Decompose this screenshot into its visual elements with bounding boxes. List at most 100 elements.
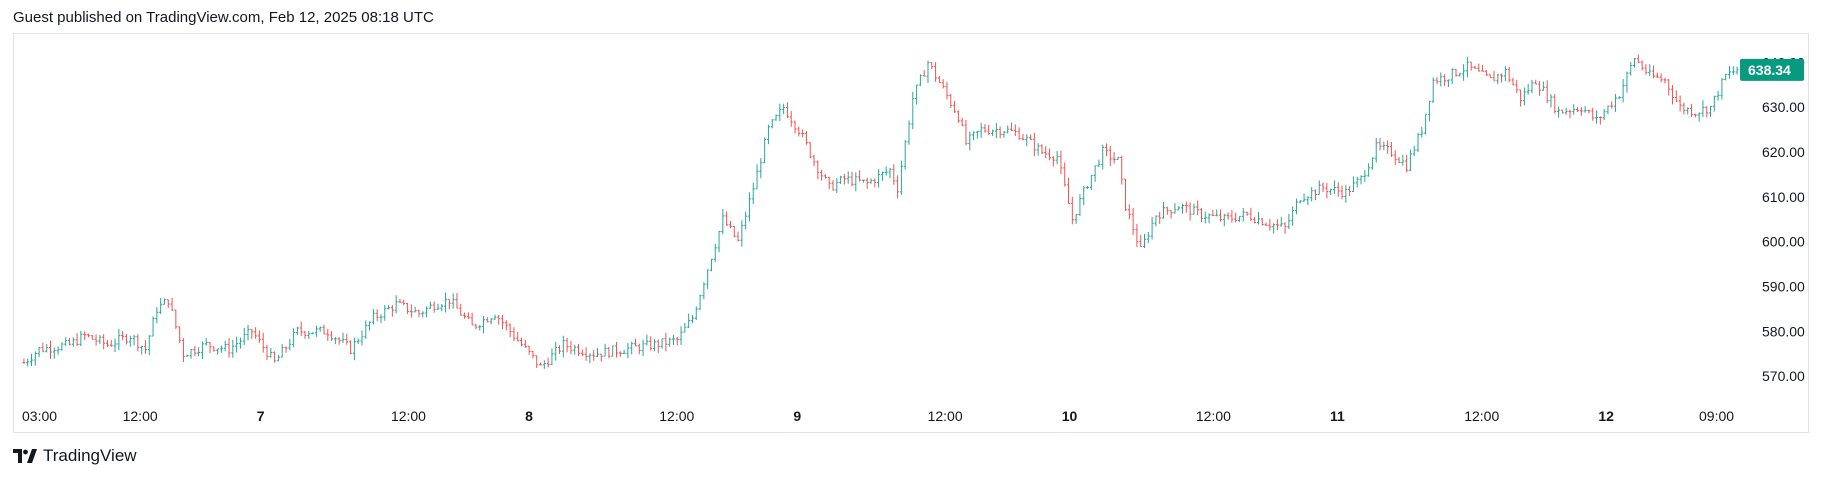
ohlc-bar <box>276 354 280 362</box>
ohlc-bar <box>1177 206 1181 211</box>
ohlc-bar <box>45 343 49 353</box>
ohlc-bar <box>736 231 740 242</box>
ohlc-bar <box>1686 107 1690 115</box>
ohlc-bar <box>1610 101 1614 109</box>
ohlc-bar <box>1488 74 1492 79</box>
ohlc-bar <box>1462 64 1466 81</box>
ohlc-bar <box>1097 159 1101 168</box>
ohlc-bar <box>1048 148 1052 161</box>
ohlc-bar <box>349 340 353 355</box>
ohlc-bar <box>193 346 197 357</box>
ohlc-bar <box>561 335 565 358</box>
ohlc-bar <box>1078 194 1082 216</box>
ohlc-bar <box>1158 211 1162 224</box>
ohlc-bar <box>994 123 998 139</box>
ohlc-bar <box>1336 182 1340 197</box>
ohlc-bar <box>1465 56 1469 78</box>
ohlc-bar <box>1173 203 1177 214</box>
ohlc-bar <box>1340 185 1344 200</box>
ohlc-bar <box>1025 134 1029 147</box>
ohlc-bar <box>611 345 615 357</box>
ohlc-bar <box>903 140 907 170</box>
ohlc-bar <box>166 299 170 308</box>
ohlc-bar <box>732 225 736 238</box>
ohlc-bar <box>250 328 254 339</box>
price-chart[interactable]: 570.00 580.00 590.00 600.00 610.00 620.00 630.… <box>14 34 1810 434</box>
ohlc-bar <box>998 126 1002 139</box>
ohlc-bar <box>394 295 398 314</box>
ohlc-bar <box>1671 85 1675 105</box>
ohlc-bar <box>808 141 812 159</box>
ohlc-bar <box>941 79 945 89</box>
ohlc-bar <box>1321 182 1325 193</box>
ohlc-bar <box>1253 216 1257 224</box>
y-axis-tick-label: 630.00 <box>1762 99 1805 115</box>
ohlc-bar <box>1127 204 1131 220</box>
ohlc-bar <box>588 353 592 364</box>
ohlc-bar <box>542 360 546 369</box>
ohlc-bar <box>573 344 577 355</box>
ohlc-bar <box>599 353 603 362</box>
ohlc-bar <box>52 347 56 359</box>
ohlc-bar <box>208 342 212 354</box>
ohlc-bar <box>1105 143 1109 157</box>
tradingview-footer[interactable]: TradingView <box>13 446 137 466</box>
ohlc-bar <box>789 110 793 127</box>
ohlc-bar <box>261 332 265 353</box>
ohlc-bar <box>1712 95 1716 112</box>
ohlc-bar <box>29 353 33 367</box>
ohlc-bar <box>1393 150 1397 166</box>
x-axis-tick-label: 12:00 <box>1464 408 1499 424</box>
ohlc-bar <box>1139 234 1143 248</box>
ohlc-bar <box>1082 186 1086 206</box>
ohlc-bar <box>926 60 930 83</box>
x-axis-tick-label: 12:00 <box>123 408 158 424</box>
ohlc-bar <box>280 343 284 358</box>
ohlc-bar <box>1180 203 1184 214</box>
ohlc-bar <box>1507 66 1511 83</box>
ohlc-bar <box>22 358 26 364</box>
chart-frame[interactable]: 570.00 580.00 590.00 600.00 610.00 620.00 630.… <box>13 33 1809 433</box>
ohlc-bar <box>1196 200 1200 216</box>
ohlc-bar <box>1272 223 1276 234</box>
ohlc-bar <box>204 337 208 346</box>
ohlc-bar <box>835 178 839 193</box>
ohlc-bar <box>930 62 934 69</box>
ohlc-bar <box>1652 65 1656 79</box>
ohlc-bar <box>197 347 201 357</box>
ohlc-bar <box>295 326 299 335</box>
ohlc-bar <box>1067 177 1071 204</box>
ohlc-bar <box>33 351 37 366</box>
ohlc-bar <box>1682 102 1686 115</box>
ohlc-bar <box>1086 186 1090 189</box>
ohlc-bar <box>1443 74 1447 86</box>
ohlc-bar <box>956 110 960 123</box>
ohlc-bar <box>299 321 303 337</box>
ohlc-bar <box>725 211 729 226</box>
ohlc-bar <box>75 333 79 347</box>
ohlc-bar <box>820 169 824 181</box>
ohlc-bar <box>1526 83 1530 95</box>
ohlc-bar <box>318 326 322 332</box>
ohlc-bar <box>1021 133 1025 141</box>
ohlc-bar <box>356 338 360 345</box>
ohlc-bar <box>132 334 136 346</box>
ohlc-bar <box>174 309 178 329</box>
ohlc-bar <box>246 324 250 341</box>
y-axis-tick-label: 620.00 <box>1762 144 1805 160</box>
ohlc-bar <box>637 343 641 355</box>
ohlc-bar <box>1621 79 1625 103</box>
ohlc-bar <box>1120 155 1124 185</box>
ohlc-bar <box>1583 106 1587 113</box>
ohlc-bar <box>709 258 713 272</box>
x-axis-tick-label: 03:00 <box>22 408 57 424</box>
ohlc-bar <box>375 309 379 322</box>
ohlc-bar <box>1439 72 1443 87</box>
ohlc-bar <box>390 305 394 317</box>
ohlc-bar <box>911 91 915 130</box>
ohlc-bar <box>1268 219 1272 231</box>
ohlc-bar <box>679 326 683 345</box>
ohlc-bar <box>1553 94 1557 114</box>
ohlc-bar <box>1401 154 1405 166</box>
ohlc-bar <box>839 175 843 184</box>
